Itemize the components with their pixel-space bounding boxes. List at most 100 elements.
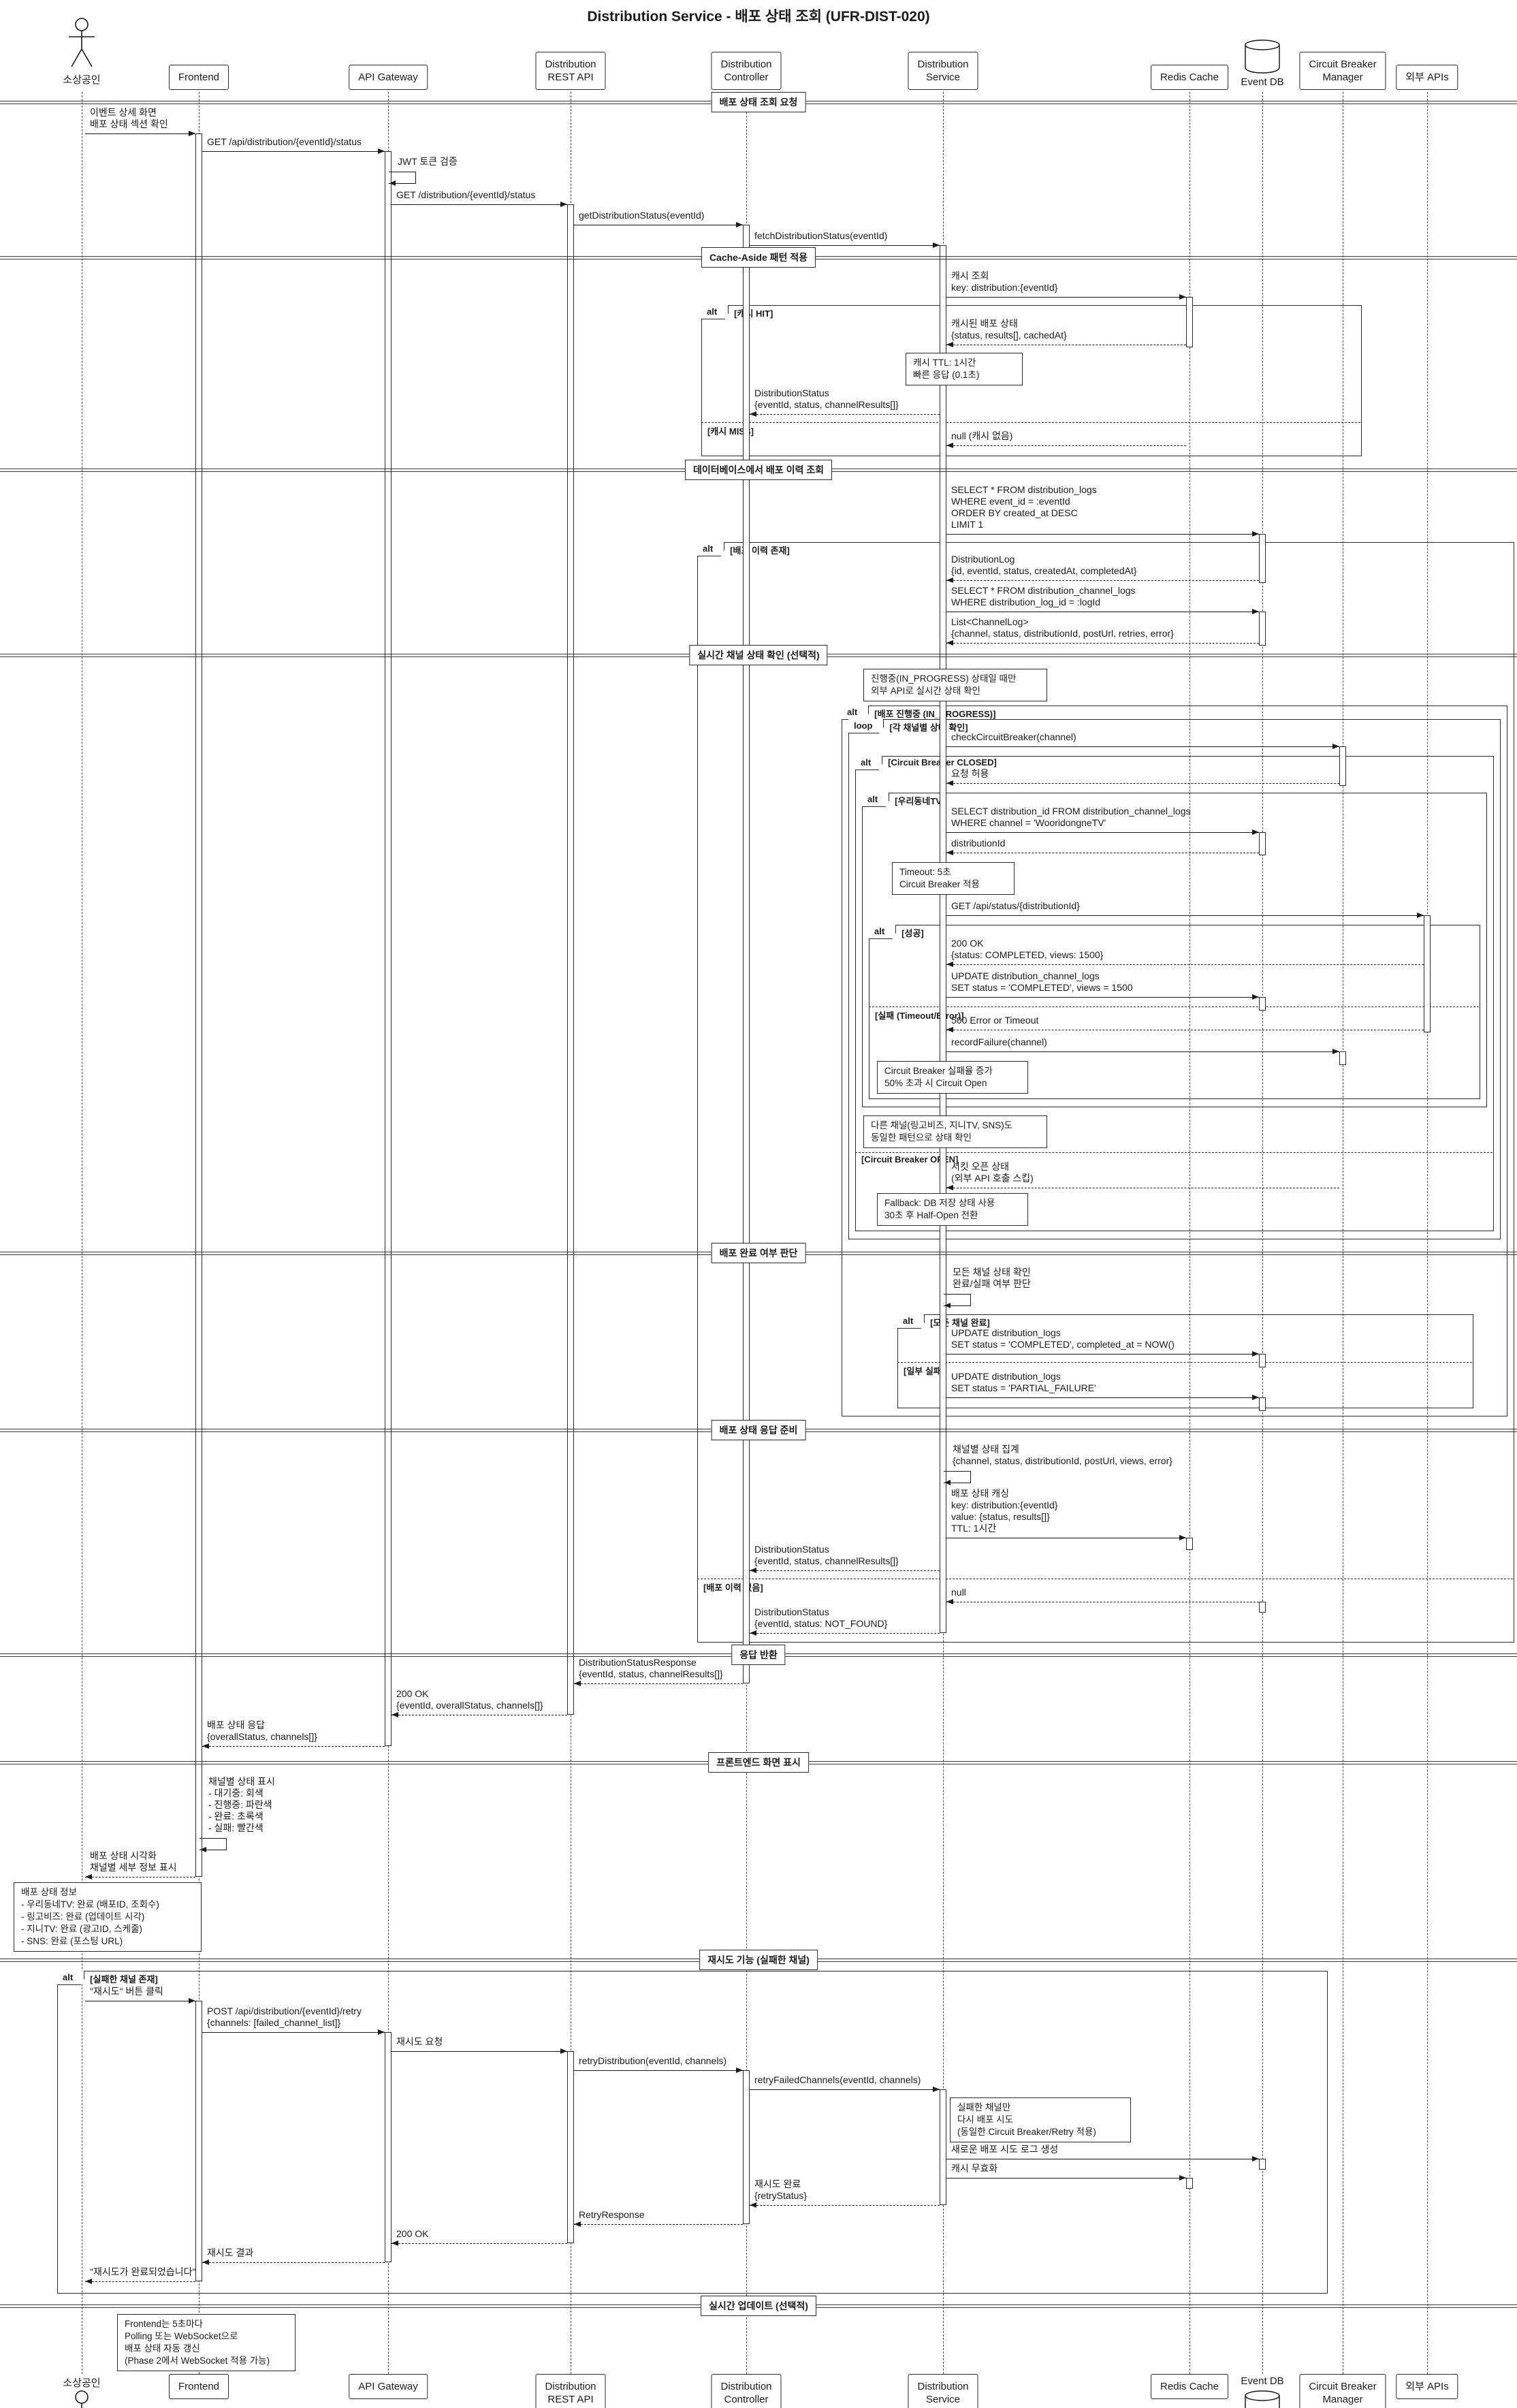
note: 다른 채널(링고비즈, 지니TV, SNS)도 동일한 패턴으로 상태 확인 xyxy=(863,1115,1047,1148)
database-icon xyxy=(1243,38,1281,78)
message-arrow xyxy=(392,204,567,205)
fragment-operator: loop xyxy=(848,719,884,733)
fragment-alt-frame xyxy=(855,756,1494,1231)
fragment-operator: alt xyxy=(855,756,883,770)
participant-gateway-bottom: API Gateway xyxy=(349,2374,428,2399)
diagram-title: Distribution Service - 배포 상태 조회 (UFR-DIS… xyxy=(587,9,930,25)
message-label: 캐시 무효화 xyxy=(951,2163,998,2174)
message-label: null (캐시 없음) xyxy=(951,430,1013,441)
fragment-separator xyxy=(897,1362,1472,1363)
message-label: 채널별 상태 집계 {channel, status, distribution… xyxy=(953,1444,1172,1466)
participant-cbm-bottom: Circuit Breaker Manager xyxy=(1299,2374,1386,2408)
arrowhead-icon xyxy=(1252,1395,1259,1400)
arrowhead-icon xyxy=(1332,744,1339,749)
self-message-arrow xyxy=(199,1838,227,1850)
arrowhead-icon xyxy=(1252,609,1259,614)
activation-service xyxy=(940,2089,946,2205)
fragment-condition: [우리동네TV] xyxy=(895,796,945,806)
message-arrow xyxy=(750,1633,940,1634)
arrowhead-icon xyxy=(1417,913,1424,918)
participant-ext-bottom: 외부 APIs xyxy=(1396,2374,1458,2399)
actor-icon xyxy=(66,16,97,74)
arrowhead-icon xyxy=(1252,531,1259,537)
arrowhead-icon xyxy=(378,2029,385,2035)
arrowhead-icon xyxy=(85,1874,92,1880)
arrowhead-icon xyxy=(202,2260,209,2265)
message-arrow xyxy=(946,964,1424,965)
note: Circuit Breaker 실패율 증가 50% 초과 시 Circuit … xyxy=(877,1061,1028,1094)
participant-rest-bottom: Distribution REST API xyxy=(535,2374,606,2408)
activation-controller xyxy=(743,2070,750,2224)
message-label: DistributionStatus {eventId, status, cha… xyxy=(754,1544,899,1566)
arrowhead-icon xyxy=(189,131,195,136)
activation-eventdb xyxy=(1259,534,1266,583)
section-divider-label: 배포 완료 여부 판단 xyxy=(711,1243,806,1263)
activation-eventdb xyxy=(1259,997,1266,1011)
message-arrow xyxy=(946,643,1259,644)
activation-service xyxy=(940,245,946,1633)
arrowhead-icon xyxy=(946,1185,953,1190)
participant-redis: Redis Cache xyxy=(1151,65,1228,90)
note: 진행중(IN_PROGRESS) 상태일 때만 외부 API로 실시간 상태 확… xyxy=(863,669,1047,701)
fragment-alt-frame xyxy=(697,542,1514,1643)
message-label: DistributionStatus {eventId, status: NOT… xyxy=(754,1606,888,1629)
lifeline-ext xyxy=(1427,92,1428,2374)
activation-eventdb xyxy=(1259,1602,1266,1613)
participant-redis-bottom: Redis Cache xyxy=(1151,2374,1228,2399)
fragment-header: alt [실패한 채널 존재] xyxy=(57,1971,158,1985)
section-divider-label: 데이터베이스에서 배포 이력 조회 xyxy=(685,460,832,480)
arrowhead-icon xyxy=(736,222,743,227)
activation-frontend xyxy=(195,2001,202,2281)
message-label: SELECT distribution_id FROM distribution… xyxy=(951,806,1191,828)
message-label: DistributionStatusResponse {eventId, sta… xyxy=(579,1657,723,1679)
message-label: retryFailedChannels(eventId, channels) xyxy=(754,2074,921,2085)
message-label: DistributionStatus {eventId, status, cha… xyxy=(754,387,899,410)
message-arrow xyxy=(574,2070,743,2071)
activation-eventdb xyxy=(1259,832,1266,855)
participant-cbm: Circuit Breaker Manager xyxy=(1299,52,1386,90)
activation-eventdb xyxy=(1259,1354,1266,1367)
arrowhead-icon xyxy=(946,1599,953,1604)
message-label: 재시도 요청 xyxy=(396,2036,443,2047)
arrowhead-icon xyxy=(933,242,940,248)
arrowhead-icon xyxy=(750,1630,756,1636)
message-label: retryDistribution(eventId, channels) xyxy=(579,2055,727,2066)
section-divider-label: Cache-Aside 패턴 적용 xyxy=(701,247,816,268)
message-label: GET /api/status/{distributionId} xyxy=(951,900,1080,911)
arrowhead-icon xyxy=(946,640,953,646)
message-arrow xyxy=(85,133,195,134)
participant-actor: 소상공인 xyxy=(63,74,101,86)
arrowhead-icon xyxy=(750,1568,756,1573)
message-arrow xyxy=(946,445,1186,446)
participant-ext: 외부 APIs xyxy=(1396,65,1458,90)
fragment-condition: [모든 채널 완료] xyxy=(930,1318,990,1328)
arrowhead-icon xyxy=(1332,1049,1339,1054)
message-label: 캐시 조회 key: distribution:{eventId} xyxy=(951,270,1058,293)
arrowhead-icon xyxy=(560,2048,567,2054)
arrowhead-icon xyxy=(202,1743,209,1749)
activation-redis xyxy=(1186,297,1193,347)
fragment-alt-frame xyxy=(842,706,1507,1416)
message-label: 500 Error or Timeout xyxy=(951,1015,1039,1026)
message-label: recordFailure(channel) xyxy=(951,1036,1047,1047)
message-label: 캐시된 배포 상태 {status, results[], cachedAt} xyxy=(951,318,1067,340)
arrowhead-icon xyxy=(574,2221,581,2227)
arrowhead-icon xyxy=(946,962,953,967)
message-label: "재시도가 완료되었습니다" xyxy=(90,2266,196,2277)
section-divider-label: 실시간 채널 상태 확인 (선택적) xyxy=(689,645,828,665)
message-arrow xyxy=(946,534,1259,535)
message-label: DistributionLog {id, eventId, status, cr… xyxy=(951,554,1137,576)
note: 캐시 TTL: 1시간 빠른 응답 (0.1초) xyxy=(906,353,1023,385)
database-icon xyxy=(1243,2389,1281,2408)
fragment-condition: [실패한 채널 존재] xyxy=(90,1974,158,1984)
message-label: GET /distribution/{eventId}/status xyxy=(396,189,536,200)
participant-frontend: Frontend xyxy=(168,65,229,90)
arrowhead-icon xyxy=(944,1480,951,1485)
arrowhead-icon xyxy=(574,1681,581,1686)
fragment-operator: alt xyxy=(897,1314,925,1329)
arrowhead-icon xyxy=(1179,2175,1186,2181)
message-arrow xyxy=(750,414,940,415)
activation-eventdb xyxy=(1259,1397,1266,1411)
message-arrow xyxy=(202,2262,385,2263)
message-label: 새로운 배포 시도 로그 생성 xyxy=(951,2144,1059,2155)
